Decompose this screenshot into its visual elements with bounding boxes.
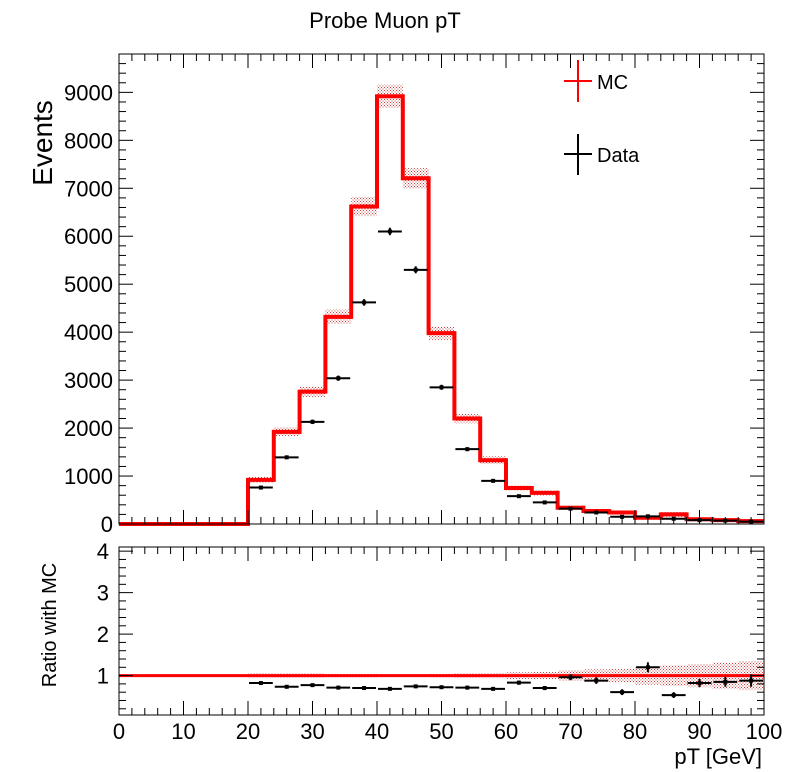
main-right-ticks: [750, 53, 764, 525]
ratio-x-axis-ticks: 0 10 20 30 40 50 60 70 80 90 100: [113, 547, 782, 744]
y-axis-label: Events: [27, 100, 58, 186]
ratio-point: [413, 684, 418, 689]
ratio-y-tick-label: 1: [97, 664, 109, 689]
x-axis-label: pT [GeV]: [674, 744, 762, 769]
ratio-y-tick-label: 2: [97, 622, 109, 647]
main-y-tick-label: 2000: [64, 416, 113, 441]
ratio-point: [671, 693, 676, 698]
ratio-y-tick-label: 3: [97, 581, 109, 606]
ratio-y-axis-label: Ratio with MC: [39, 563, 61, 687]
data-point: [258, 485, 263, 490]
ratio-x-tick-label: 80: [623, 719, 647, 744]
ratio-x-tick-label: 100: [746, 719, 783, 744]
ratio-point: [723, 679, 728, 684]
ratio-x-tick-label: 90: [687, 719, 711, 744]
ratio-x-tick-label: 60: [494, 719, 518, 744]
mc-uncertainty-band: [248, 84, 764, 524]
data-point: [465, 447, 470, 452]
main-x-axis-ticks: [118, 54, 765, 524]
main-y-tick-label: 0: [101, 512, 113, 537]
ratio-point: [568, 675, 573, 680]
ratio-x-tick-label: 30: [300, 719, 324, 744]
ratio-x-tick-label: 40: [365, 719, 389, 744]
main-plot-panel: 0 1000 2000 3000 4000 5000 6000 7000 8000 9000 Ev…: [27, 53, 765, 537]
ratio-x-tick-label: 20: [236, 719, 260, 744]
data-point: [516, 494, 521, 499]
ratio-point: [310, 683, 315, 688]
ratio-x-tick-label: 50: [429, 719, 453, 744]
main-y-tick-label: 8000: [64, 128, 113, 153]
legend: MC Data: [564, 60, 640, 175]
ratio-point: [697, 681, 702, 686]
main-y-tick-label: 6000: [64, 224, 113, 249]
ratio-point: [284, 684, 289, 689]
main-plot-frame: [118, 53, 765, 525]
data-point: [387, 229, 392, 234]
main-y-tick-label: 9000: [64, 80, 113, 105]
data-point: [284, 455, 289, 460]
data-point: [413, 267, 418, 272]
ratio-point: [542, 686, 547, 691]
ratio-point: [465, 685, 470, 690]
ratio-y-tick-label: 4: [97, 539, 109, 564]
main-y-tick-label: 4000: [64, 320, 113, 345]
data-point: [439, 385, 444, 390]
data-point: [645, 514, 650, 519]
ratio-x-tick-label: 70: [558, 719, 582, 744]
data-point: [568, 506, 573, 511]
data-point: [310, 419, 315, 424]
ratio-point: [491, 686, 496, 691]
ratio-y-axis-ticks: 1 2 3 4: [97, 539, 764, 710]
ratio-points: [249, 662, 763, 698]
main-y-axis-ticks: 0 1000 2000 3000 4000 5000 6000 7000 8000 9000: [64, 53, 133, 537]
ratio-point: [516, 680, 521, 685]
ratio-point: [439, 685, 444, 690]
ratio-plot-panel: 1 2 3 4 0 10 20 30 40 50 60 70 80 90 100 Ratio with M…: [39, 539, 782, 769]
data-point: [362, 300, 367, 305]
ratio-point: [749, 678, 754, 683]
ratio-point: [362, 686, 367, 691]
ratio-point: [336, 685, 341, 690]
ratio-point: [258, 681, 263, 686]
ratio-point: [387, 686, 392, 691]
ratio-plot-frame: [118, 546, 765, 716]
main-y-tick-label: 3000: [64, 368, 113, 393]
data-point: [594, 510, 599, 515]
data-point: [620, 514, 625, 519]
main-y-tick-label: 7000: [64, 176, 113, 201]
ratio-point: [645, 665, 650, 670]
main-y-tick-label: 5000: [64, 272, 113, 297]
data-point: [491, 478, 496, 483]
ratio-point: [620, 690, 625, 695]
legend-mc-label: MC: [597, 72, 628, 94]
chart-title: Probe Muon pT: [309, 8, 461, 33]
ratio-x-tick-label: 0: [113, 719, 125, 744]
ratio-point: [594, 678, 599, 683]
ratio-x-tick-label: 10: [171, 719, 195, 744]
data-point: [542, 500, 547, 505]
mc-histogram: [119, 94, 764, 526]
main-y-tick-label: 1000: [64, 464, 113, 489]
data-point: [336, 376, 341, 381]
legend-data-label: Data: [597, 145, 640, 167]
